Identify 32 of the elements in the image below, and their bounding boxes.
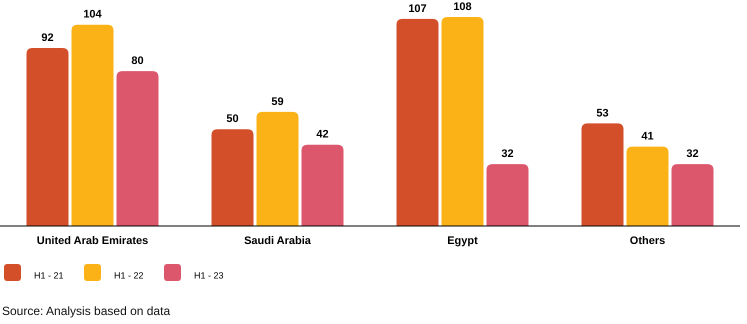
data-label: 108 [453, 1, 472, 13]
bar [72, 24, 114, 226]
bar [256, 112, 298, 226]
bar [672, 164, 714, 226]
bar [442, 17, 484, 226]
bar [302, 144, 344, 226]
data-label: 104 [83, 8, 103, 21]
data-label: 80 [131, 55, 144, 68]
bar [26, 48, 68, 226]
bar [116, 71, 158, 226]
data-label: 41 [641, 130, 654, 143]
legend-label: H1 - 23 [194, 270, 224, 280]
x-tick-label: Others [630, 235, 666, 247]
legend-label: H1 - 22 [114, 270, 144, 280]
data-label: 59 [271, 96, 284, 108]
source-note: Source: Analysis based on data [2, 304, 170, 318]
x-tick-label: United Arab Emirates [36, 235, 148, 247]
data-label: 32 [501, 148, 514, 160]
data-label: 50 [226, 113, 239, 126]
data-label: 53 [596, 107, 609, 120]
legend-label: H1 - 21 [34, 270, 64, 280]
bar [396, 18, 438, 226]
x-tick-label: Saudi Arabia [244, 235, 312, 247]
bar [582, 123, 624, 226]
data-label: 92 [41, 32, 54, 44]
bar [626, 146, 668, 226]
bar [212, 129, 254, 226]
data-label: 107 [408, 2, 427, 15]
x-tick-label: Egypt [447, 235, 478, 247]
data-label: 42 [316, 128, 329, 141]
bar [486, 164, 528, 226]
data-label: 32 [686, 148, 699, 160]
